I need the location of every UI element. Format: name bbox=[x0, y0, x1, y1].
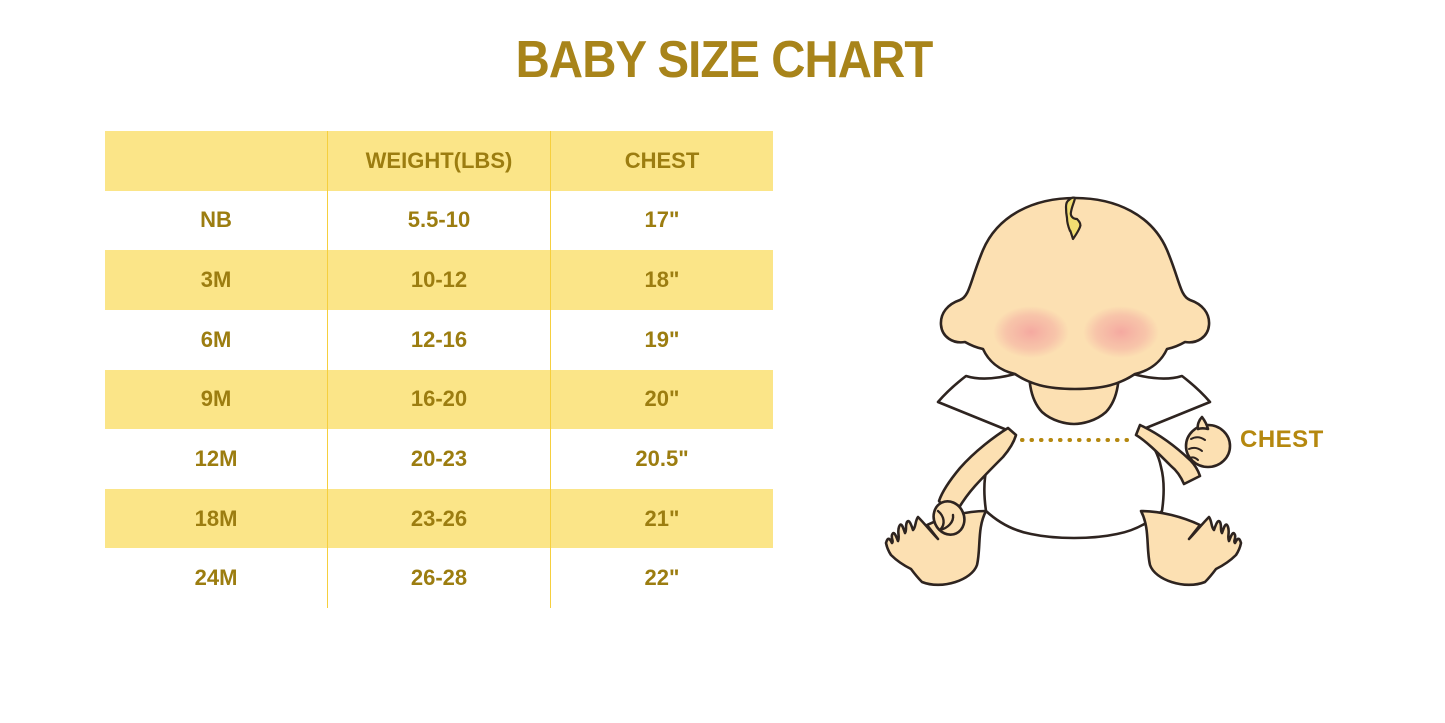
svg-text:CHEST: CHEST bbox=[1240, 426, 1324, 453]
